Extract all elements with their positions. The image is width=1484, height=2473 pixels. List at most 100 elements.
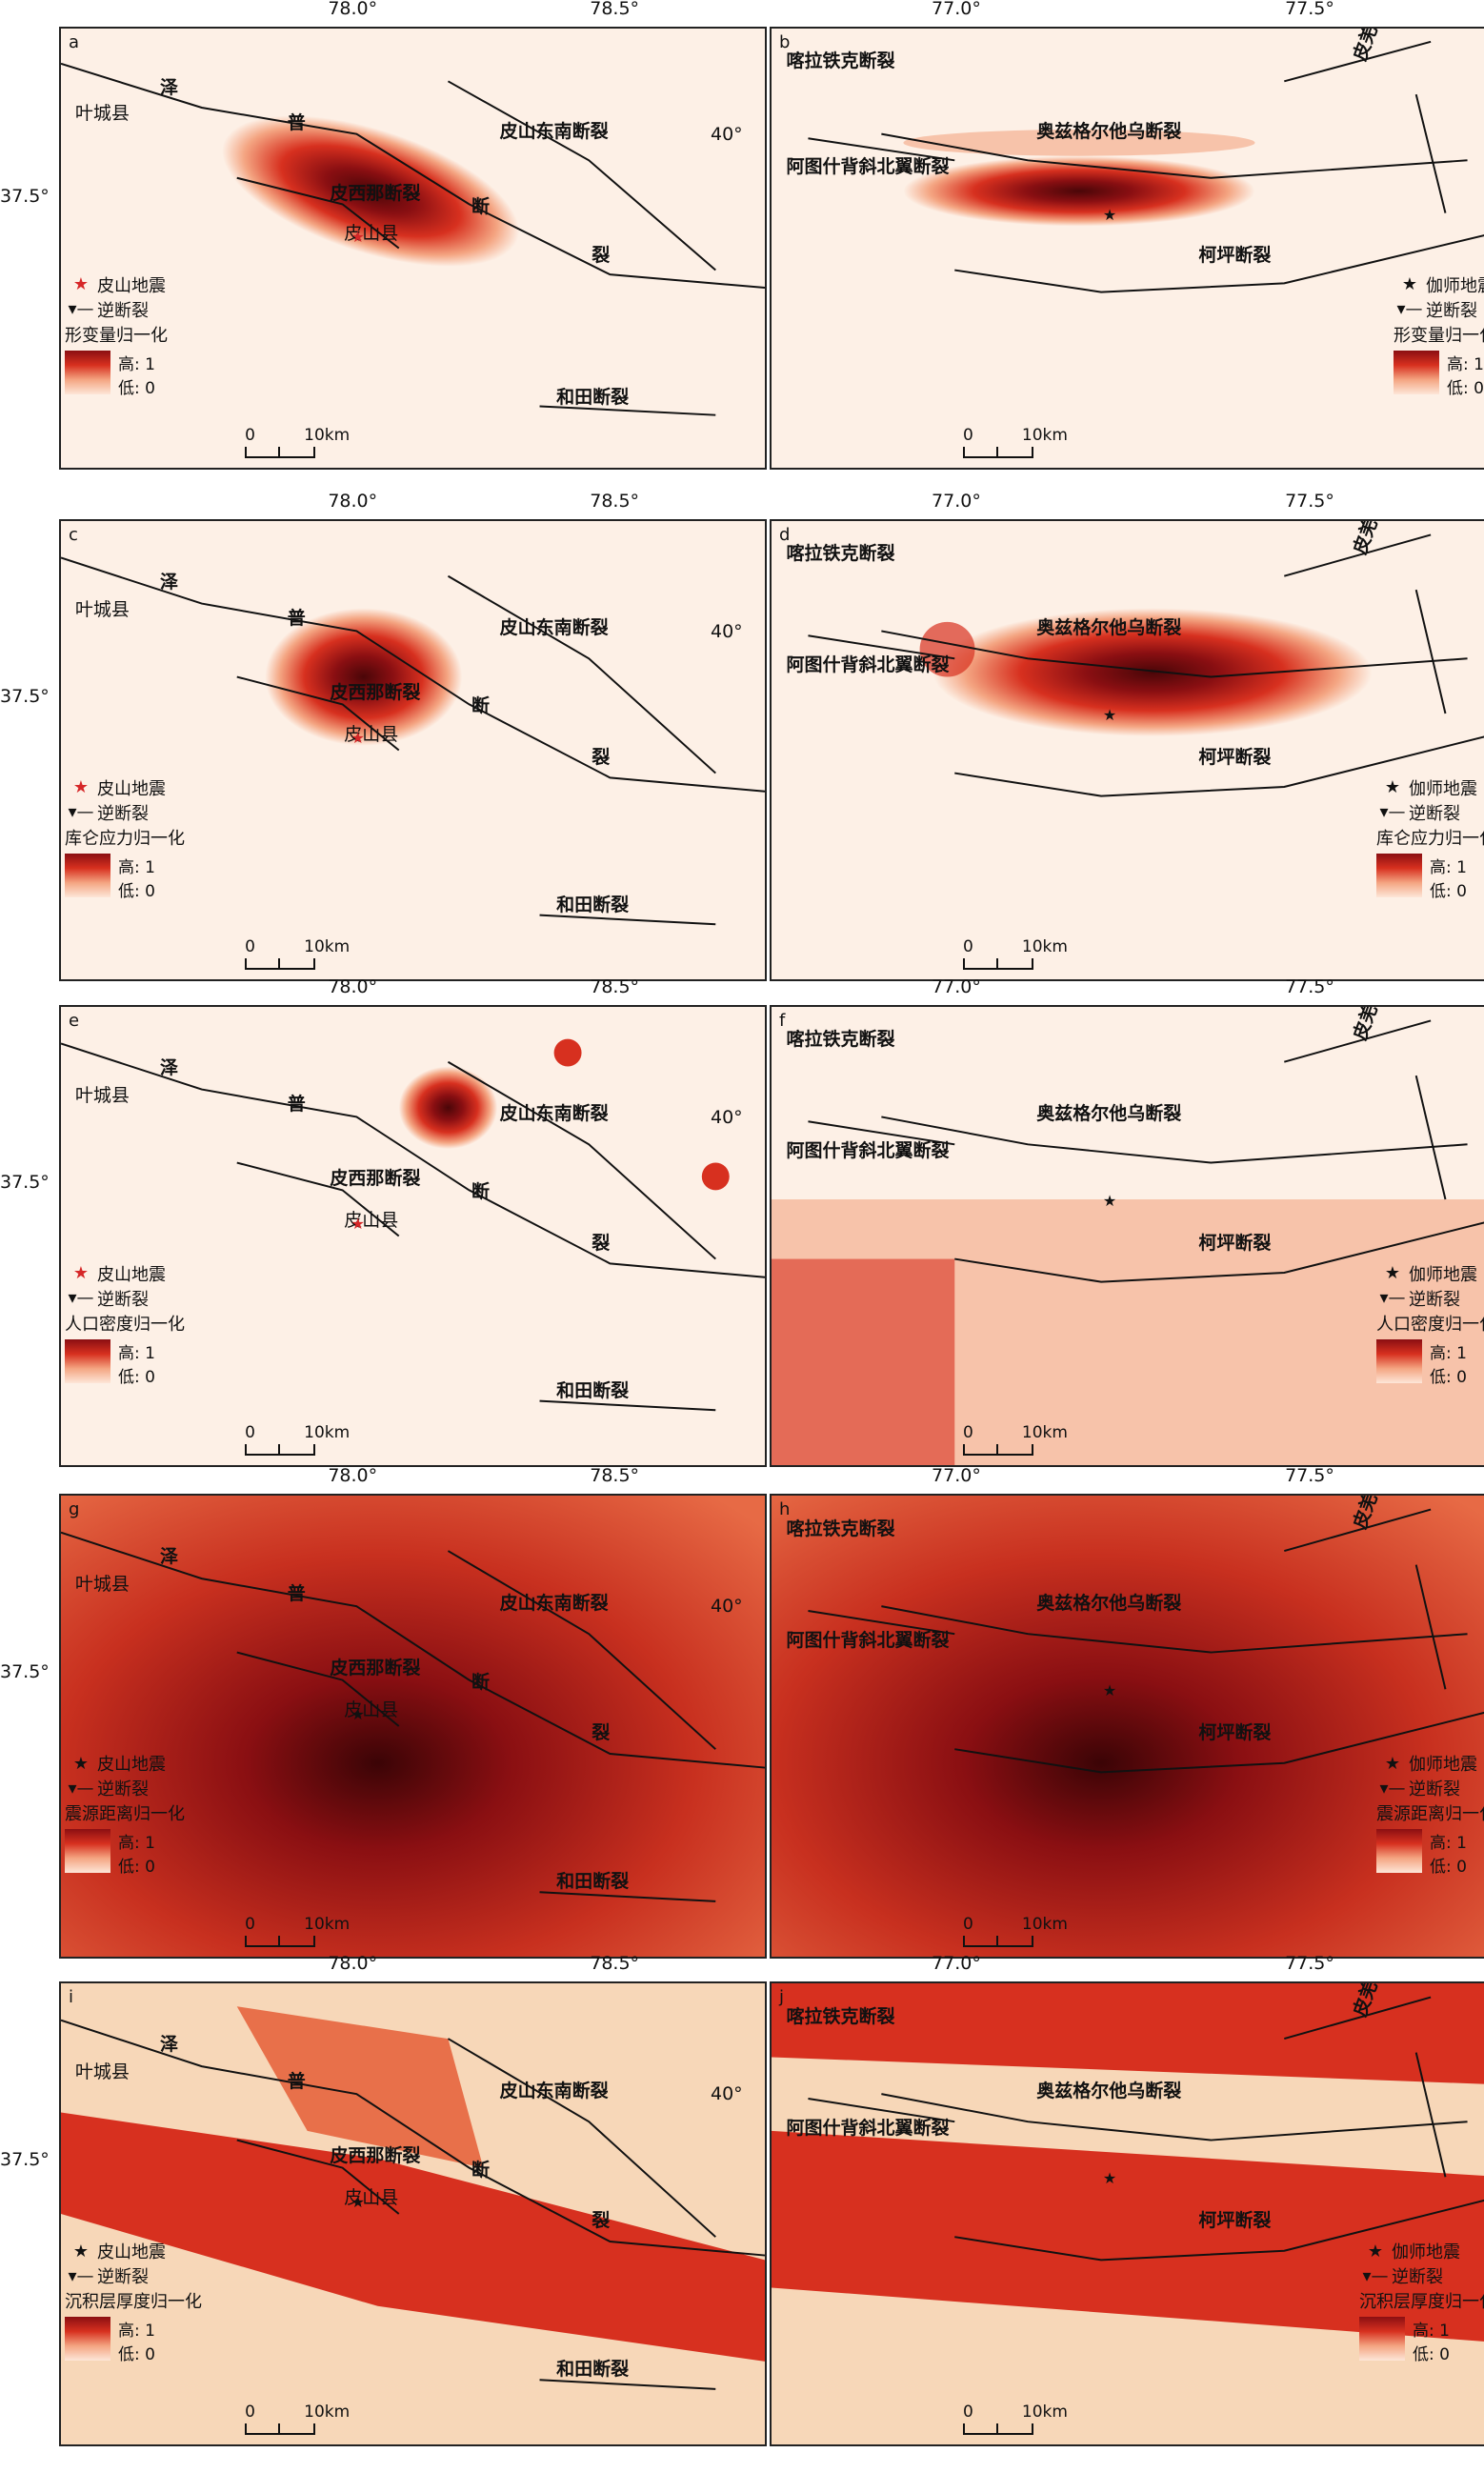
panel-letter: d bbox=[779, 525, 791, 545]
scale-bar: 0 10km bbox=[962, 937, 1068, 970]
fault-label: 皮西那断裂 bbox=[330, 183, 421, 205]
scale-bar: 0 10km bbox=[245, 937, 350, 970]
ramp-high-label: 高: 1 bbox=[1430, 1834, 1467, 1854]
fault-label: 奥兹格尔他乌断裂 bbox=[1036, 1103, 1182, 1124]
map-raster bbox=[772, 1007, 1484, 1465]
longitude-tick: 78.0° bbox=[328, 0, 378, 19]
fault-label: 和田断裂 bbox=[556, 1871, 630, 1893]
legend-event-label: 伽师地震 bbox=[1426, 275, 1484, 296]
color-ramp-labels: 高: 1 低: 0 bbox=[1447, 351, 1484, 398]
map-raster bbox=[61, 29, 765, 468]
star-icon: ★ bbox=[72, 2241, 90, 2262]
longitude-tick: 78.5° bbox=[590, 976, 640, 997]
fault-label: 普 bbox=[287, 1582, 306, 1604]
legend-event-label: 伽师地震 bbox=[1409, 778, 1477, 799]
legend-title: 库仑应力归一化 bbox=[65, 828, 185, 849]
ramp-low-label: 低: 0 bbox=[1430, 881, 1467, 901]
scale-labels: 0 10km bbox=[963, 426, 1068, 445]
scale-bar: 0 10km bbox=[962, 426, 1068, 458]
legend-title: 人口密度归一化 bbox=[1376, 1314, 1484, 1335]
fault-label: 喀拉铁克断裂 bbox=[786, 2005, 895, 2027]
legend: ★ 皮山地震 ▾— 逆断裂 震源距离归一化 高: 1 低: 0 bbox=[65, 1751, 185, 1877]
map-raster bbox=[61, 1983, 765, 2444]
legend-row-thrust: ▾— 逆断裂 bbox=[65, 297, 168, 322]
thrust-fault-icon: ▾— bbox=[1362, 2265, 1389, 2286]
fault-label: 皮山东南断裂 bbox=[499, 2080, 609, 2101]
scale-ten: 10km bbox=[1021, 2403, 1068, 2422]
map-panel-a: a 泽普皮山东南断裂断裂皮西那断裂 和田断裂 叶城县 皮山县 ★ ★ 皮山地震 ▾— 逆断裂 形变量… bbox=[0, 0, 767, 470]
color-ramp: 高: 1 低: 0 bbox=[65, 2317, 202, 2364]
legend-row-thrust: ▾— 逆断裂 bbox=[65, 1286, 185, 1311]
legend-thrust-label: 逆断裂 bbox=[97, 1779, 149, 1800]
map-panel-d: d喀拉铁克断裂皮羌（普昌）奥兹格尔他乌断裂阿图什背斜北翼断裂柯坪断裂★★伽师地震… bbox=[711, 491, 1484, 981]
legend: ★ 伽师地震 ▾— 逆断裂 沉积层厚度归一化 高: 1 低: 0 bbox=[1359, 2239, 1484, 2364]
scale-ten: 10km bbox=[1021, 426, 1068, 445]
longitude-tick: 77.0° bbox=[932, 0, 981, 19]
legend-row-event: ★ 伽师地震 bbox=[1376, 775, 1484, 800]
star-icon: ★ bbox=[72, 1753, 90, 1774]
fault-label: 断 bbox=[471, 1671, 490, 1693]
ramp-high-label: 高: 1 bbox=[118, 1343, 155, 1363]
map-panel-c: c 泽普皮山东南断裂断裂皮西那断裂 和田断裂 叶城县 皮山县 ★ ★ 皮山地震 ▾— 逆断裂 库仑应… bbox=[0, 491, 767, 981]
fault-label: 奥兹格尔他乌断裂 bbox=[1036, 2080, 1182, 2101]
scale-ten: 10km bbox=[304, 2403, 351, 2422]
map-panel-j: j喀拉铁克断裂皮羌（普昌）奥兹格尔他乌断裂阿图什背斜北翼断裂柯坪断裂★★伽师地震… bbox=[711, 1953, 1484, 2446]
epicenter-star-icon: ★ bbox=[1102, 206, 1117, 224]
scale-ten: 10km bbox=[304, 426, 351, 445]
latitude-tick: 37.5° bbox=[0, 186, 50, 208]
star-icon: ★ bbox=[1384, 777, 1401, 798]
fault-label: 喀拉铁克断裂 bbox=[786, 50, 895, 71]
map-panel-h: h喀拉铁克断裂皮羌（普昌）奥兹格尔他乌断裂阿图什背斜北翼断裂柯坪断裂★★伽师地震… bbox=[711, 1465, 1484, 1959]
fault-label: 断 bbox=[471, 2159, 490, 2181]
scale-ten: 10km bbox=[1021, 1423, 1068, 1442]
legend-title: 沉积层厚度归一化 bbox=[65, 2292, 202, 2313]
scale-bar-graphic bbox=[245, 1936, 316, 1947]
fault-label: 阿图什背斜北翼断裂 bbox=[786, 2117, 950, 2139]
map-panel-g: g 泽普皮山东南断裂断裂皮西那断裂 和田断裂 叶城县 皮山县 ★ ★ 皮山地震 ▾— 逆断裂 震源距… bbox=[0, 1465, 767, 1959]
thrust-fault-icon: ▾— bbox=[68, 1778, 94, 1799]
legend-event-label: 皮山地震 bbox=[97, 1264, 166, 1285]
ramp-high-label: 高: 1 bbox=[118, 354, 155, 374]
fault-label: 裂 bbox=[592, 1232, 611, 1254]
fault-label: 和田断裂 bbox=[556, 2359, 630, 2381]
legend-title: 形变量归一化 bbox=[65, 325, 168, 346]
scale-labels: 0 10km bbox=[963, 2403, 1068, 2422]
fault-label: 普 bbox=[287, 608, 306, 630]
fault-label: 皮西那断裂 bbox=[330, 681, 421, 703]
ramp-low-label: 低: 0 bbox=[1447, 378, 1484, 398]
map-panel-b: b喀拉铁克断裂皮羌（普昌）奥兹格尔他乌断裂阿图什背斜北翼断裂柯坪断裂★★伽师地震… bbox=[711, 0, 1484, 470]
panel-letter: e bbox=[69, 1011, 80, 1031]
fault-label: 柯坪断裂 bbox=[1198, 1722, 1272, 1744]
scale-bar-graphic bbox=[962, 447, 1033, 458]
legend-thrust-label: 逆断裂 bbox=[97, 803, 149, 824]
scale-zero: 0 bbox=[962, 1423, 973, 1442]
epicenter-star-icon: ★ bbox=[1102, 1192, 1117, 1210]
ramp-low-label: 低: 0 bbox=[118, 1858, 155, 1878]
color-ramp-labels: 高: 1 低: 0 bbox=[118, 1339, 155, 1387]
color-ramp-swatch bbox=[1376, 1829, 1422, 1874]
longitude-tick: 77.5° bbox=[1285, 1465, 1334, 1486]
scale-zero: 0 bbox=[245, 2403, 255, 2422]
legend-row-thrust: ▾— 逆断裂 bbox=[65, 800, 185, 825]
ramp-low-label: 低: 0 bbox=[118, 1367, 155, 1387]
thrust-fault-icon: ▾— bbox=[68, 802, 94, 823]
legend-row-event: ★ 皮山地震 bbox=[65, 1261, 185, 1286]
longitude-tick: 77.5° bbox=[1285, 976, 1334, 997]
scale-bar: 0 10km bbox=[962, 2403, 1068, 2435]
longitude-tick: 77.5° bbox=[1285, 1953, 1334, 1974]
county-label: 皮山县 bbox=[344, 2186, 399, 2208]
scale-zero: 0 bbox=[245, 1423, 255, 1442]
fault-label: 泽 bbox=[160, 76, 179, 98]
scale-bar: 0 10km bbox=[245, 1423, 350, 1456]
star-icon: ★ bbox=[72, 777, 90, 798]
color-ramp: 高: 1 低: 0 bbox=[65, 1829, 185, 1877]
legend-row-thrust: ▾— 逆断裂 bbox=[65, 2263, 202, 2288]
scale-bar-graphic bbox=[962, 1936, 1033, 1947]
map-frame: i 泽普皮山东南断裂断裂皮西那断裂 和田断裂 叶城县 皮山县 ★ ★ 皮山地震 ▾— 逆断裂 沉积层… bbox=[59, 1981, 767, 2446]
color-ramp-swatch bbox=[1394, 350, 1439, 394]
map-frame: g 泽普皮山东南断裂断裂皮西那断裂 和田断裂 叶城县 皮山县 ★ ★ 皮山地震 ▾— 逆断裂 震源距… bbox=[59, 1494, 767, 1959]
county-label: 皮山县 bbox=[344, 1209, 399, 1231]
legend-row-event: ★ 伽师地震 bbox=[1359, 2239, 1484, 2263]
